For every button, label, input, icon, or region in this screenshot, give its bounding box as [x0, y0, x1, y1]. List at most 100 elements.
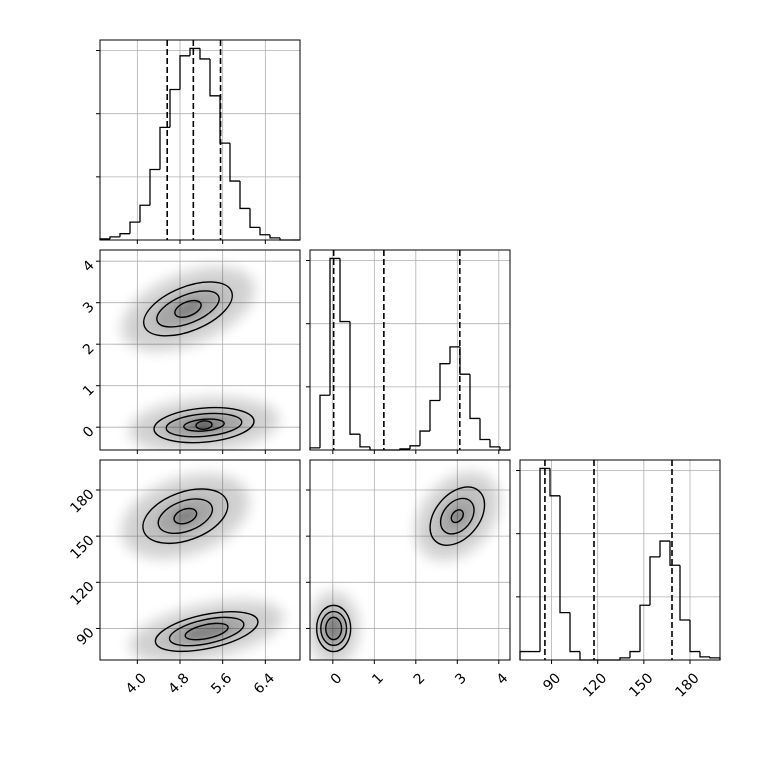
hist-bin	[699, 651, 710, 658]
hist-bin	[409, 445, 420, 449]
hist-bin	[459, 346, 470, 375]
hist-bin	[219, 95, 230, 144]
hist-bin	[169, 88, 180, 128]
contour	[174, 299, 202, 318]
x-tick-label: 180	[672, 670, 702, 700]
hist-bin	[129, 221, 140, 234]
hist-bin	[549, 468, 560, 497]
x-tick-label: 150	[626, 670, 656, 700]
hist-bin	[149, 168, 160, 206]
contour	[325, 616, 343, 641]
panel-frame	[99, 39, 301, 241]
x-tick-label: 120	[580, 670, 610, 700]
hist-bin	[259, 227, 270, 236]
panel	[96, 39, 301, 244]
density-fill	[325, 617, 342, 640]
y-tick-label: 1	[80, 382, 98, 400]
hist-bin	[659, 540, 670, 557]
contour	[157, 498, 214, 535]
contour	[173, 507, 198, 525]
panel-frame	[99, 459, 301, 661]
panel: 90 120 150 180	[516, 459, 721, 701]
x-tick-label: 5.6	[208, 670, 235, 697]
hist-bin	[639, 604, 650, 652]
hist-bin	[429, 399, 440, 432]
contour	[429, 486, 486, 546]
hist-bin	[119, 233, 130, 237]
hist-bin	[339, 258, 350, 323]
panel-content	[310, 471, 500, 660]
contour	[168, 616, 245, 647]
x-tick-label: 4	[494, 670, 512, 688]
contour	[315, 604, 352, 653]
y-tick-label: 3	[80, 299, 98, 317]
hist-bin	[569, 612, 580, 653]
hist-bin	[649, 556, 660, 606]
contour	[156, 290, 220, 328]
y-tick-label: 2	[80, 341, 98, 359]
hist-bin	[559, 495, 570, 614]
hist-bin	[249, 208, 260, 229]
y-tick-label: 150	[67, 532, 97, 562]
contour	[165, 412, 243, 438]
hist-bin	[579, 651, 590, 661]
panel: 0 1 2 3 4	[80, 249, 301, 454]
panel: 4.0 4.8 5.6 6.4 90 120 150 180	[67, 459, 301, 697]
contour	[183, 418, 225, 432]
density-fill	[451, 509, 464, 523]
hist-bin	[619, 657, 630, 660]
hist-bin	[489, 439, 500, 448]
density-fill	[185, 623, 229, 640]
panel-content	[121, 473, 284, 660]
contour	[450, 509, 464, 524]
hist-bin	[479, 418, 490, 441]
hist-bin	[669, 541, 680, 566]
hist-bin	[469, 374, 480, 420]
hist-bin	[199, 48, 210, 60]
hist-bin	[269, 234, 280, 239]
x-tick-label: 2	[411, 670, 429, 688]
y-tick-label: 120	[67, 579, 97, 609]
density-fill	[196, 420, 212, 430]
y-tick-label: 4	[80, 257, 98, 275]
hist-bin	[139, 204, 150, 223]
x-tick-label: 90	[540, 670, 564, 694]
hist-bin	[359, 434, 370, 448]
x-tick-label: 4.0	[123, 670, 150, 697]
hist-bin	[209, 58, 220, 97]
hist-bin	[229, 143, 240, 182]
panel-frame	[519, 459, 721, 661]
density-fill	[174, 508, 197, 524]
x-tick-label: 6.4	[251, 670, 278, 697]
hist-bin	[159, 126, 170, 170]
y-tick-label: 90	[74, 625, 98, 649]
hist-bin	[109, 236, 120, 239]
hist-bin	[449, 346, 460, 364]
hist-bin	[179, 55, 190, 90]
panel-frame	[309, 459, 511, 661]
panel	[306, 249, 511, 454]
panel-frame	[309, 249, 511, 451]
hist-bin	[539, 467, 550, 652]
hist-bin	[689, 620, 700, 653]
hist-bin	[629, 650, 640, 658]
hist-bin	[419, 430, 430, 446]
x-tick-label: 0	[328, 670, 346, 688]
panel-frame	[99, 249, 301, 451]
y-tick-label: 0	[80, 424, 98, 442]
panel-content	[121, 266, 279, 450]
hist-bin	[319, 394, 330, 448]
x-tick-label: 1	[369, 670, 387, 688]
hist-bin	[439, 363, 450, 401]
contour	[195, 420, 213, 430]
hist-bin	[349, 321, 360, 435]
contour	[184, 622, 229, 641]
hist-bin	[239, 181, 250, 210]
hist-bin	[519, 650, 530, 660]
hist-bin	[189, 47, 200, 56]
contour	[320, 610, 348, 647]
contour	[153, 406, 255, 444]
panel: 0 1 2 3 4	[306, 459, 512, 688]
y-tick-label: 180	[67, 486, 97, 516]
